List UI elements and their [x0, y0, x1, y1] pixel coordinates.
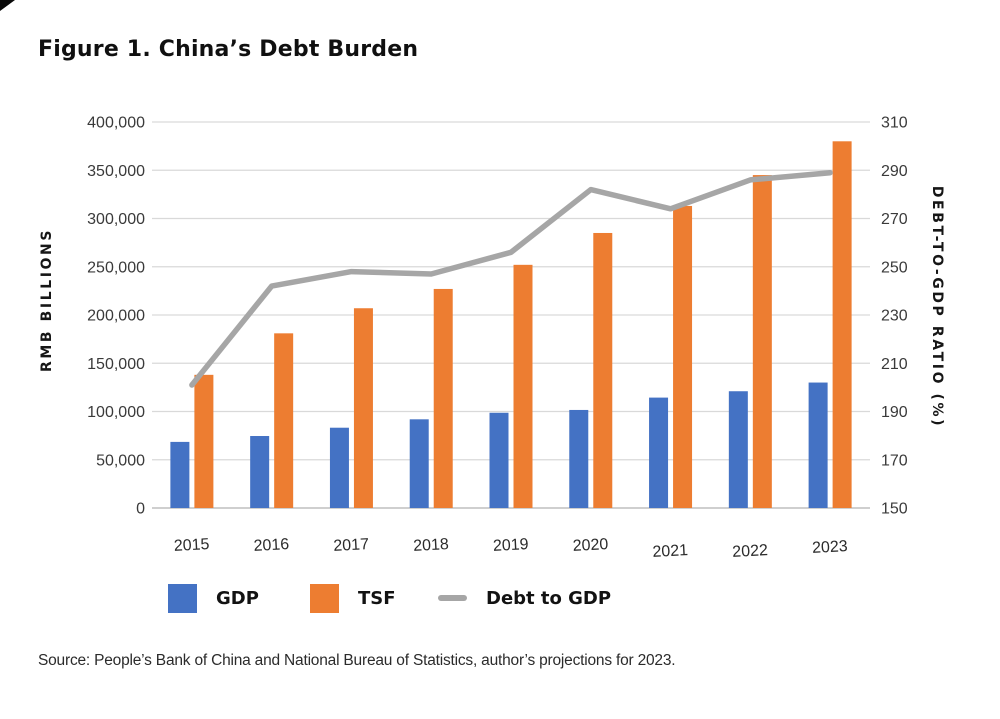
right-axis-tick-label: 250	[881, 259, 908, 276]
gdp-bar-2023	[808, 382, 828, 508]
gdp-bar-2015	[170, 441, 190, 508]
tsf-bar-2022	[752, 175, 772, 508]
tsf-bar-2015	[194, 374, 214, 508]
gdp-bar-2017	[329, 427, 349, 508]
year-label-2021: 2021	[652, 542, 689, 561]
year-label-2020: 2020	[572, 536, 609, 555]
figure-title: Figure 1. China’s Debt Burden	[38, 37, 419, 62]
gdp-bar-2020	[569, 409, 589, 508]
left-axis-tick-label: 300,000	[87, 211, 145, 228]
legend-item-debt-to-gdp: Debt to GDP	[438, 583, 611, 613]
year-label-2023: 2023	[812, 538, 849, 557]
legend-item-gdp: GDP	[168, 583, 259, 613]
source-note: Source: People’s Bank of China and Natio…	[38, 652, 676, 669]
page-corner-mark	[0, 0, 15, 11]
gdp-legend-label: GDP	[216, 587, 259, 609]
right-axis-tick-label: 230	[881, 308, 908, 325]
right-axis-tick-label: 190	[881, 404, 908, 421]
left-axis-tick-label: 150,000	[87, 356, 145, 373]
right-axis-tick-label: 270	[881, 211, 908, 228]
left-axis-tick-label: 200,000	[87, 308, 145, 325]
year-label-2019: 2019	[493, 536, 530, 555]
right-axis-tick-label: 150	[881, 501, 908, 518]
tsf-bar-2021	[673, 205, 693, 508]
tsf-bar-2020	[593, 232, 613, 508]
right-axis-tick-label: 310	[881, 115, 908, 132]
right-axis-tick-label: 170	[881, 452, 908, 469]
tsf-legend-label: TSF	[358, 587, 396, 609]
left-axis-tick-label: 350,000	[87, 163, 145, 180]
left-axis-tick-label: 50,000	[96, 452, 145, 469]
gdp-bar-2019	[489, 412, 509, 508]
debt-line-swatch-icon	[438, 595, 467, 601]
year-label-2017: 2017	[333, 536, 370, 555]
gdp-bar-2016	[250, 436, 270, 508]
tsf-bar-2023	[832, 141, 852, 509]
gdp-bar-2018	[409, 419, 429, 508]
gdp-bar-2021	[649, 397, 669, 508]
left-axis-tick-label: 100,000	[87, 404, 145, 421]
year-label-2016: 2016	[253, 536, 290, 555]
left-axis-tick-label: 0	[136, 501, 145, 518]
tsf-bar-2018	[433, 288, 453, 508]
right-axis-tick-label: 290	[881, 163, 908, 180]
gdp-swatch-icon	[168, 583, 197, 613]
left-axis-tick-label: 250,000	[87, 259, 145, 276]
tsf-swatch-icon	[310, 583, 339, 613]
left-axis-tick-label: 400,000	[87, 115, 145, 132]
year-label-2022: 2022	[732, 542, 769, 561]
year-label-2015: 2015	[173, 536, 210, 555]
legend-item-tsf: TSF	[310, 583, 396, 613]
tsf-bar-2017	[353, 308, 373, 508]
chart-legend: GDP TSF Debt to GDP	[0, 583, 1000, 613]
gdp-bar-2022	[728, 391, 748, 508]
debt-legend-label: Debt to GDP	[486, 587, 612, 609]
tsf-bar-2019	[513, 264, 533, 508]
right-axis-tick-label: 210	[881, 356, 908, 373]
debt-to-gdp-line	[189, 169, 833, 388]
year-label-2018: 2018	[413, 536, 450, 555]
tsf-bar-2016	[274, 333, 294, 508]
